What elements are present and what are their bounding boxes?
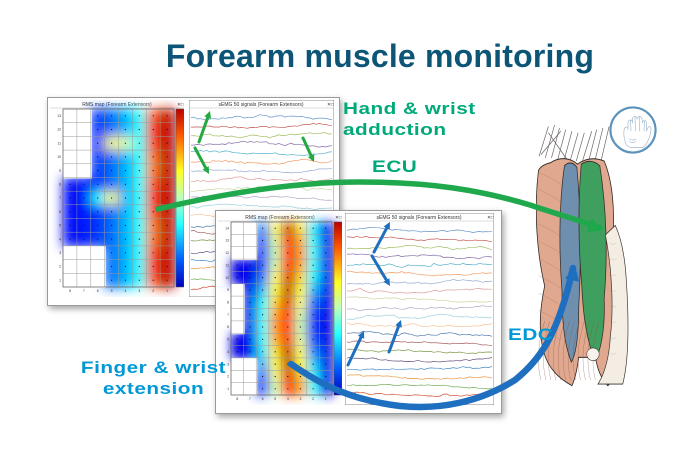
svg-text:11: 11 <box>225 264 229 268</box>
svg-text:4: 4 <box>59 237 61 241</box>
svg-text:3: 3 <box>299 397 301 401</box>
svg-text:12: 12 <box>225 251 229 255</box>
svg-text:6: 6 <box>227 325 229 329</box>
svg-text:RMS map (Forearm Extensors): RMS map (Forearm Extensors) <box>245 215 315 221</box>
svg-text:6: 6 <box>97 289 99 293</box>
svg-text:7: 7 <box>83 289 85 293</box>
svg-text:6: 6 <box>59 210 61 214</box>
svg-text:13: 13 <box>225 239 229 243</box>
svg-text:RMS map (Forearm Extensors): RMS map (Forearm Extensors) <box>82 102 152 108</box>
svg-text:1: 1 <box>59 278 61 282</box>
svg-text:5: 5 <box>59 224 61 228</box>
svg-text:□: □ <box>331 102 334 107</box>
svg-text:1: 1 <box>325 397 327 401</box>
svg-text:12: 12 <box>57 128 61 132</box>
svg-text:2: 2 <box>312 397 314 401</box>
svg-text:□: □ <box>181 102 184 107</box>
svg-text:7: 7 <box>227 313 229 317</box>
svg-text:2: 2 <box>152 289 154 293</box>
svg-text:7: 7 <box>59 196 61 200</box>
svg-text:10: 10 <box>225 276 229 280</box>
svg-text:sEMG 50 signals (Forearm Exten: sEMG 50 signals (Forearm Extensors) <box>376 215 461 221</box>
svg-text:13: 13 <box>57 114 61 118</box>
svg-text:4: 4 <box>124 289 126 293</box>
svg-text:5: 5 <box>227 338 229 342</box>
svg-text:6: 6 <box>262 397 264 401</box>
svg-text:4: 4 <box>287 397 289 401</box>
svg-text:1: 1 <box>166 289 168 293</box>
svg-text:8: 8 <box>59 183 61 187</box>
svg-text:□: □ <box>339 215 342 220</box>
svg-text:8: 8 <box>227 301 229 305</box>
svg-text:□: □ <box>491 215 494 220</box>
svg-text:2: 2 <box>59 265 61 269</box>
svg-text:3: 3 <box>138 289 140 293</box>
svg-text:11: 11 <box>57 141 61 145</box>
svg-text:4: 4 <box>227 350 229 354</box>
svg-text:sEMG 50 signals (Forearm Exten: sEMG 50 signals (Forearm Extensors) <box>218 102 303 108</box>
svg-text:10: 10 <box>57 155 61 159</box>
svg-text:9: 9 <box>227 288 229 292</box>
svg-text:7: 7 <box>249 397 251 401</box>
svg-text:9: 9 <box>59 169 61 173</box>
svg-text:3: 3 <box>59 251 61 255</box>
svg-text:8: 8 <box>69 289 71 293</box>
svg-text:5: 5 <box>111 289 113 293</box>
svg-text:5: 5 <box>274 397 276 401</box>
svg-text:14: 14 <box>225 226 229 230</box>
